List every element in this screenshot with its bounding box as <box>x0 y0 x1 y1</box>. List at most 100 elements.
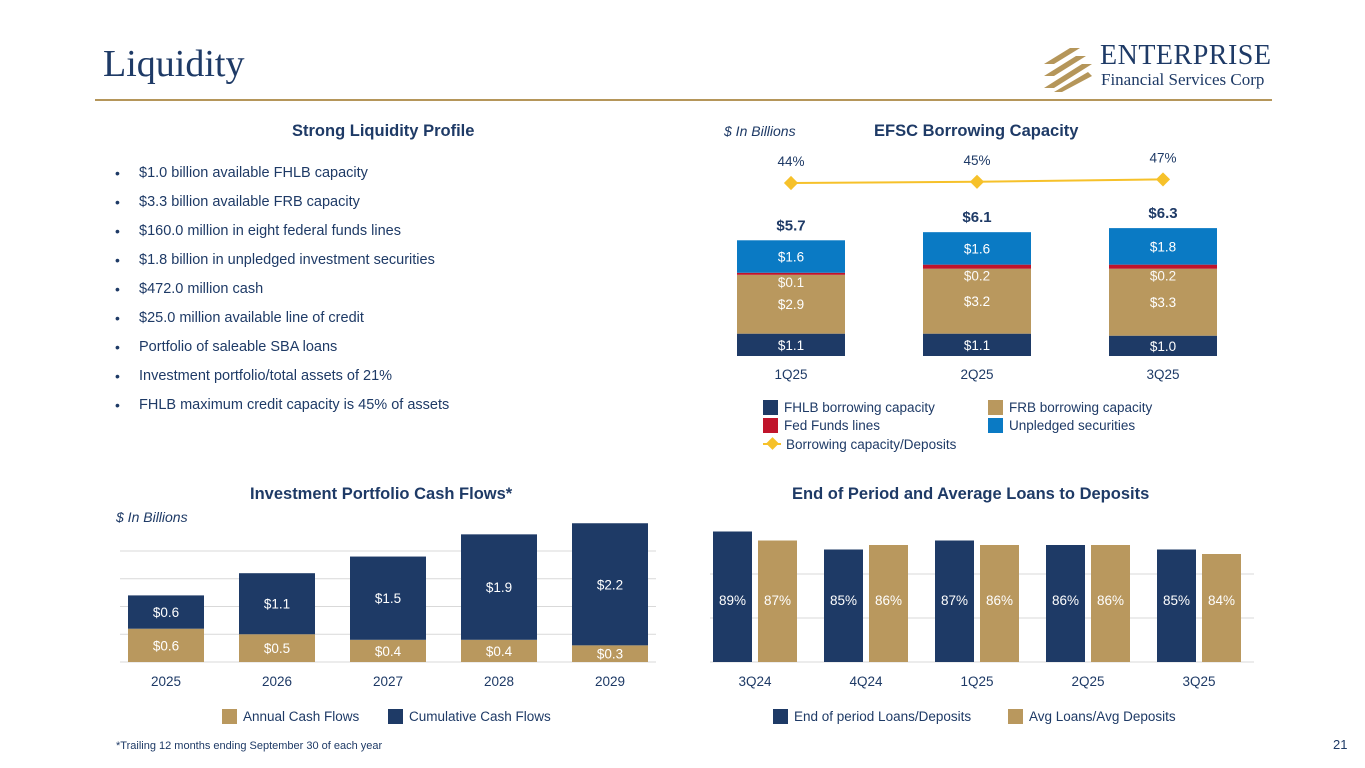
footnote: *Trailing 12 months ending September 30 … <box>116 740 383 752</box>
bar-end-of-period-label: 85% <box>1163 593 1190 608</box>
bar-value-label: $1.6 <box>964 241 990 256</box>
ratio-label: 44% <box>777 154 804 169</box>
bar-value-label: $1.1 <box>778 338 804 353</box>
bar-value-label: $2.9 <box>778 297 804 312</box>
legend-cumulative-swatch <box>388 709 403 724</box>
bar-value-label: $1.1 <box>964 338 990 353</box>
ratio-marker <box>969 174 985 189</box>
loans-chart-title: End of Period and Average Loans to Depos… <box>792 485 1150 503</box>
legend-frb-swatch <box>988 400 1003 415</box>
legend-frb-label: FRB borrowing capacity <box>1009 400 1153 415</box>
bar-cumulative-label: $1.5 <box>375 591 401 606</box>
bar-end-of-period <box>1157 549 1196 662</box>
bar-annual <box>461 639 537 662</box>
bar-cumulative-label: $0.6 <box>153 605 179 620</box>
bar-value-label: $3.2 <box>964 294 990 309</box>
legend-fhlb-label: FHLB borrowing capacity <box>784 400 935 415</box>
x-tick-label: 2027 <box>373 674 403 689</box>
bar-annual-label: $0.3 <box>597 647 623 662</box>
legend-ratio-swatch <box>766 437 779 450</box>
legend-unpledged-swatch <box>988 418 1003 433</box>
ratio-marker <box>783 175 799 191</box>
bar-segment <box>1109 335 1217 356</box>
liquidity-bullet: $1.0 billion available FHLB capacity <box>115 162 449 191</box>
borrowing-unit-note: $ In Billions <box>724 123 796 139</box>
bar-segment <box>1109 268 1217 336</box>
liquidity-bullet: $1.8 billion in unpledged investment sec… <box>115 249 449 278</box>
bar-cumulative <box>239 573 315 635</box>
bar-segment <box>737 240 845 273</box>
bar-end-of-period <box>1046 545 1085 662</box>
x-tick-label: 2028 <box>484 674 514 689</box>
bar-segment <box>737 272 845 275</box>
bar-segment <box>1109 228 1217 265</box>
bar-segment <box>737 333 845 356</box>
bar-cumulative-label: $1.1 <box>264 597 290 612</box>
bar-average-label: 86% <box>1097 593 1124 608</box>
bar-segment <box>737 274 845 334</box>
x-tick-label: 2029 <box>595 674 625 689</box>
bar-average-label: 84% <box>1208 593 1235 608</box>
bar-annual-label: $0.4 <box>486 644 513 659</box>
liquidity-bullet: Investment portfolio/total assets of 21% <box>115 365 449 394</box>
bar-value-label: $0.2 <box>964 269 990 284</box>
x-tick-label: 1Q25 <box>774 367 807 382</box>
legend-fedfunds-label: Fed Funds lines <box>784 418 880 433</box>
liquidity-bullet: $3.3 billion available FRB capacity <box>115 191 449 220</box>
liquidity-bullet: $472.0 million cash <box>115 278 449 307</box>
logo-mark-icon <box>1044 48 1092 92</box>
bar-total-label: $5.7 <box>776 217 805 234</box>
liquidity-profile-title: Strong Liquidity Profile <box>292 122 475 140</box>
legend-ratio-label: Borrowing capacity/Deposits <box>786 437 957 452</box>
legend-fedfunds-swatch <box>763 418 778 433</box>
bar-end-of-period-label: 85% <box>830 593 857 608</box>
page-title: Liquidity <box>103 43 245 85</box>
bar-end-of-period-label: 89% <box>719 593 746 608</box>
bar-annual <box>239 634 315 662</box>
bar-cumulative <box>572 523 648 646</box>
bar-average <box>758 540 797 662</box>
bar-average <box>1091 545 1130 662</box>
x-tick-label: 2026 <box>262 674 292 689</box>
bar-value-label: $1.0 <box>1150 339 1176 354</box>
liquidity-bullet-list: $1.0 billion available FHLB capacity $3.… <box>115 162 449 423</box>
cashflow-unit-note: $ In Billions <box>116 509 188 525</box>
bar-annual <box>572 645 648 662</box>
bar-annual-label: $0.6 <box>153 638 179 653</box>
ratio-label: 45% <box>963 153 990 168</box>
x-tick-label: 1Q25 <box>960 674 993 689</box>
bar-end-of-period-label: 87% <box>941 593 968 608</box>
ratio-marker <box>1155 172 1171 187</box>
logo-subtitle: Financial Services Corp <box>1101 70 1265 89</box>
bar-value-label: $0.1 <box>778 275 804 290</box>
legend-eop-label: End of period Loans/Deposits <box>794 709 971 724</box>
company-logo: ENTERPRISE Financial Services Corp <box>1040 40 1280 94</box>
bar-segment <box>923 333 1031 356</box>
bar-value-label: $1.8 <box>1150 239 1176 254</box>
logo-wordmark: ENTERPRISE <box>1100 40 1272 71</box>
bar-cumulative-label: $2.2 <box>597 577 623 592</box>
ratio-label: 47% <box>1149 150 1176 165</box>
bar-segment <box>923 264 1031 269</box>
bar-annual-label: $0.5 <box>264 641 290 656</box>
x-tick-label: 3Q25 <box>1146 367 1179 382</box>
x-tick-label: 2Q25 <box>960 367 993 382</box>
bar-total-label: $6.3 <box>1148 205 1177 222</box>
bar-cumulative <box>128 595 204 629</box>
bar-average <box>980 545 1019 662</box>
bar-cumulative <box>350 556 426 640</box>
bar-end-of-period-label: 86% <box>1052 593 1079 608</box>
bar-average <box>1202 554 1241 662</box>
legend-cumulative-label: Cumulative Cash Flows <box>409 709 551 724</box>
liquidity-bullet: $160.0 million in eight federal funds li… <box>115 220 449 249</box>
bar-value-label: $3.3 <box>1150 295 1176 310</box>
x-tick-label: 4Q24 <box>849 674 883 689</box>
cashflow-chart-title: Investment Portfolio Cash Flows* <box>250 485 513 503</box>
bar-value-label: $1.6 <box>778 250 804 265</box>
bar-average-label: 86% <box>875 593 902 608</box>
bar-average-label: 86% <box>986 593 1013 608</box>
legend-annual-swatch <box>222 709 237 724</box>
borrowing-chart-title: EFSC Borrowing Capacity <box>874 122 1079 140</box>
title-divider <box>95 99 1272 101</box>
borrowing-capacity-chart: 44% 45% 47% $1.1 $2.9 $0.1 $1.6 $5.7 1Q25 $1.1 $3.… <box>737 150 1217 452</box>
